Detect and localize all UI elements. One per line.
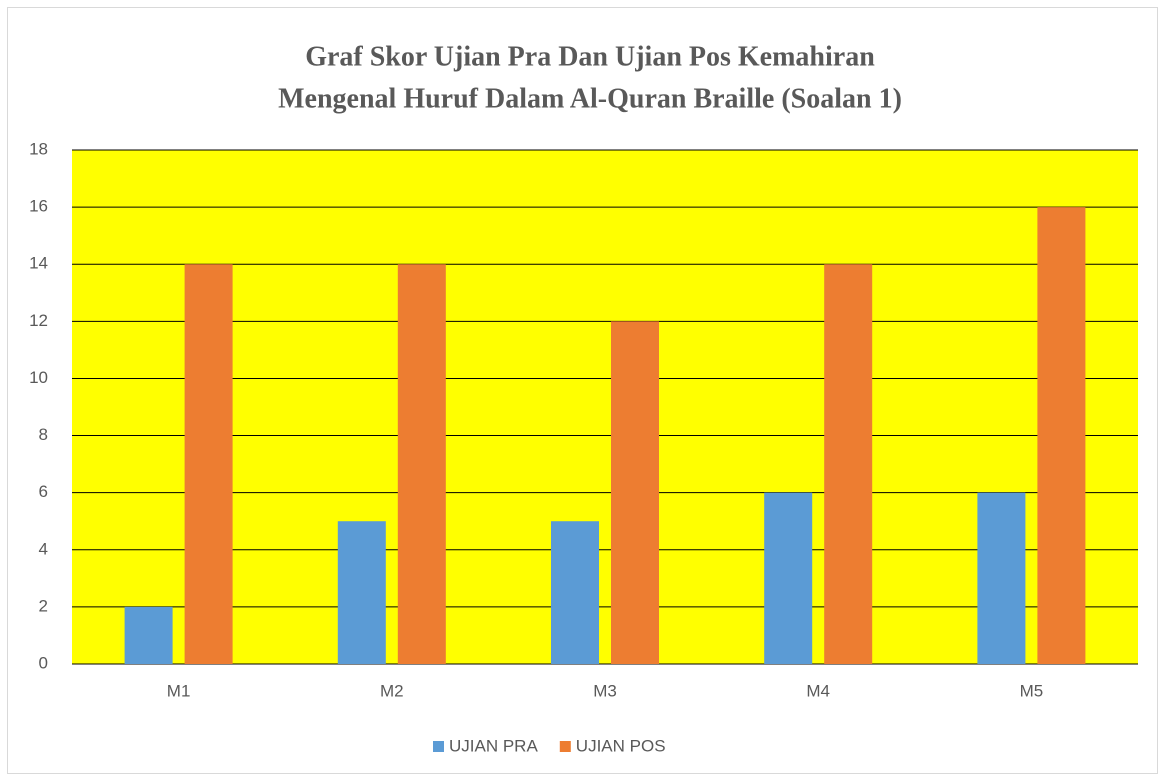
bar — [124, 606, 173, 664]
plot-area — [72, 150, 1138, 664]
y-tick-label: 16 — [29, 197, 48, 216]
y-tick-label: 0 — [39, 653, 48, 672]
bar — [1037, 207, 1086, 664]
bar — [611, 321, 659, 664]
bar — [184, 264, 233, 664]
bar — [551, 521, 599, 664]
chart-title: Mengenal Huruf Dalam Al-Quran Braille (S… — [278, 83, 902, 114]
y-tick-label: 8 — [39, 425, 48, 444]
y-tick-label: 4 — [39, 539, 48, 558]
x-tick-label: M4 — [806, 681, 830, 700]
chart-title: Graf Skor Ujian Pra Dan Ujian Pos Kemahi… — [305, 41, 875, 72]
x-tick-label: M3 — [593, 681, 617, 700]
y-tick-label: 18 — [29, 139, 48, 158]
x-tick-label: M5 — [1020, 681, 1044, 700]
bar — [397, 264, 446, 664]
bar — [337, 521, 386, 664]
y-tick-label: 2 — [39, 596, 48, 615]
y-tick-label: 6 — [39, 482, 48, 501]
x-tick-label: M2 — [380, 681, 404, 700]
bar — [764, 492, 813, 664]
y-tick-label: 14 — [29, 254, 48, 273]
x-tick-label: M1 — [167, 681, 191, 700]
legend-label: UJIAN POS — [576, 736, 666, 755]
bar — [824, 264, 873, 664]
y-tick-label: 12 — [29, 311, 48, 330]
legend-swatch — [433, 741, 444, 752]
y-tick-label: 10 — [29, 368, 48, 387]
legend-label: UJIAN PRA — [449, 736, 538, 755]
legend-swatch — [559, 741, 571, 752]
bar — [977, 492, 1026, 664]
